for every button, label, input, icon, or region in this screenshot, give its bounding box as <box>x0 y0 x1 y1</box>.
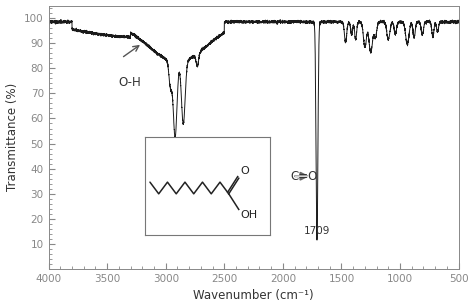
Text: C=O: C=O <box>290 170 317 183</box>
Text: 1709: 1709 <box>304 226 330 237</box>
X-axis label: Wavenumber (cm⁻¹): Wavenumber (cm⁻¹) <box>193 290 314 302</box>
Y-axis label: Transmittance (%): Transmittance (%) <box>6 83 18 191</box>
Text: O-H: O-H <box>118 76 141 89</box>
